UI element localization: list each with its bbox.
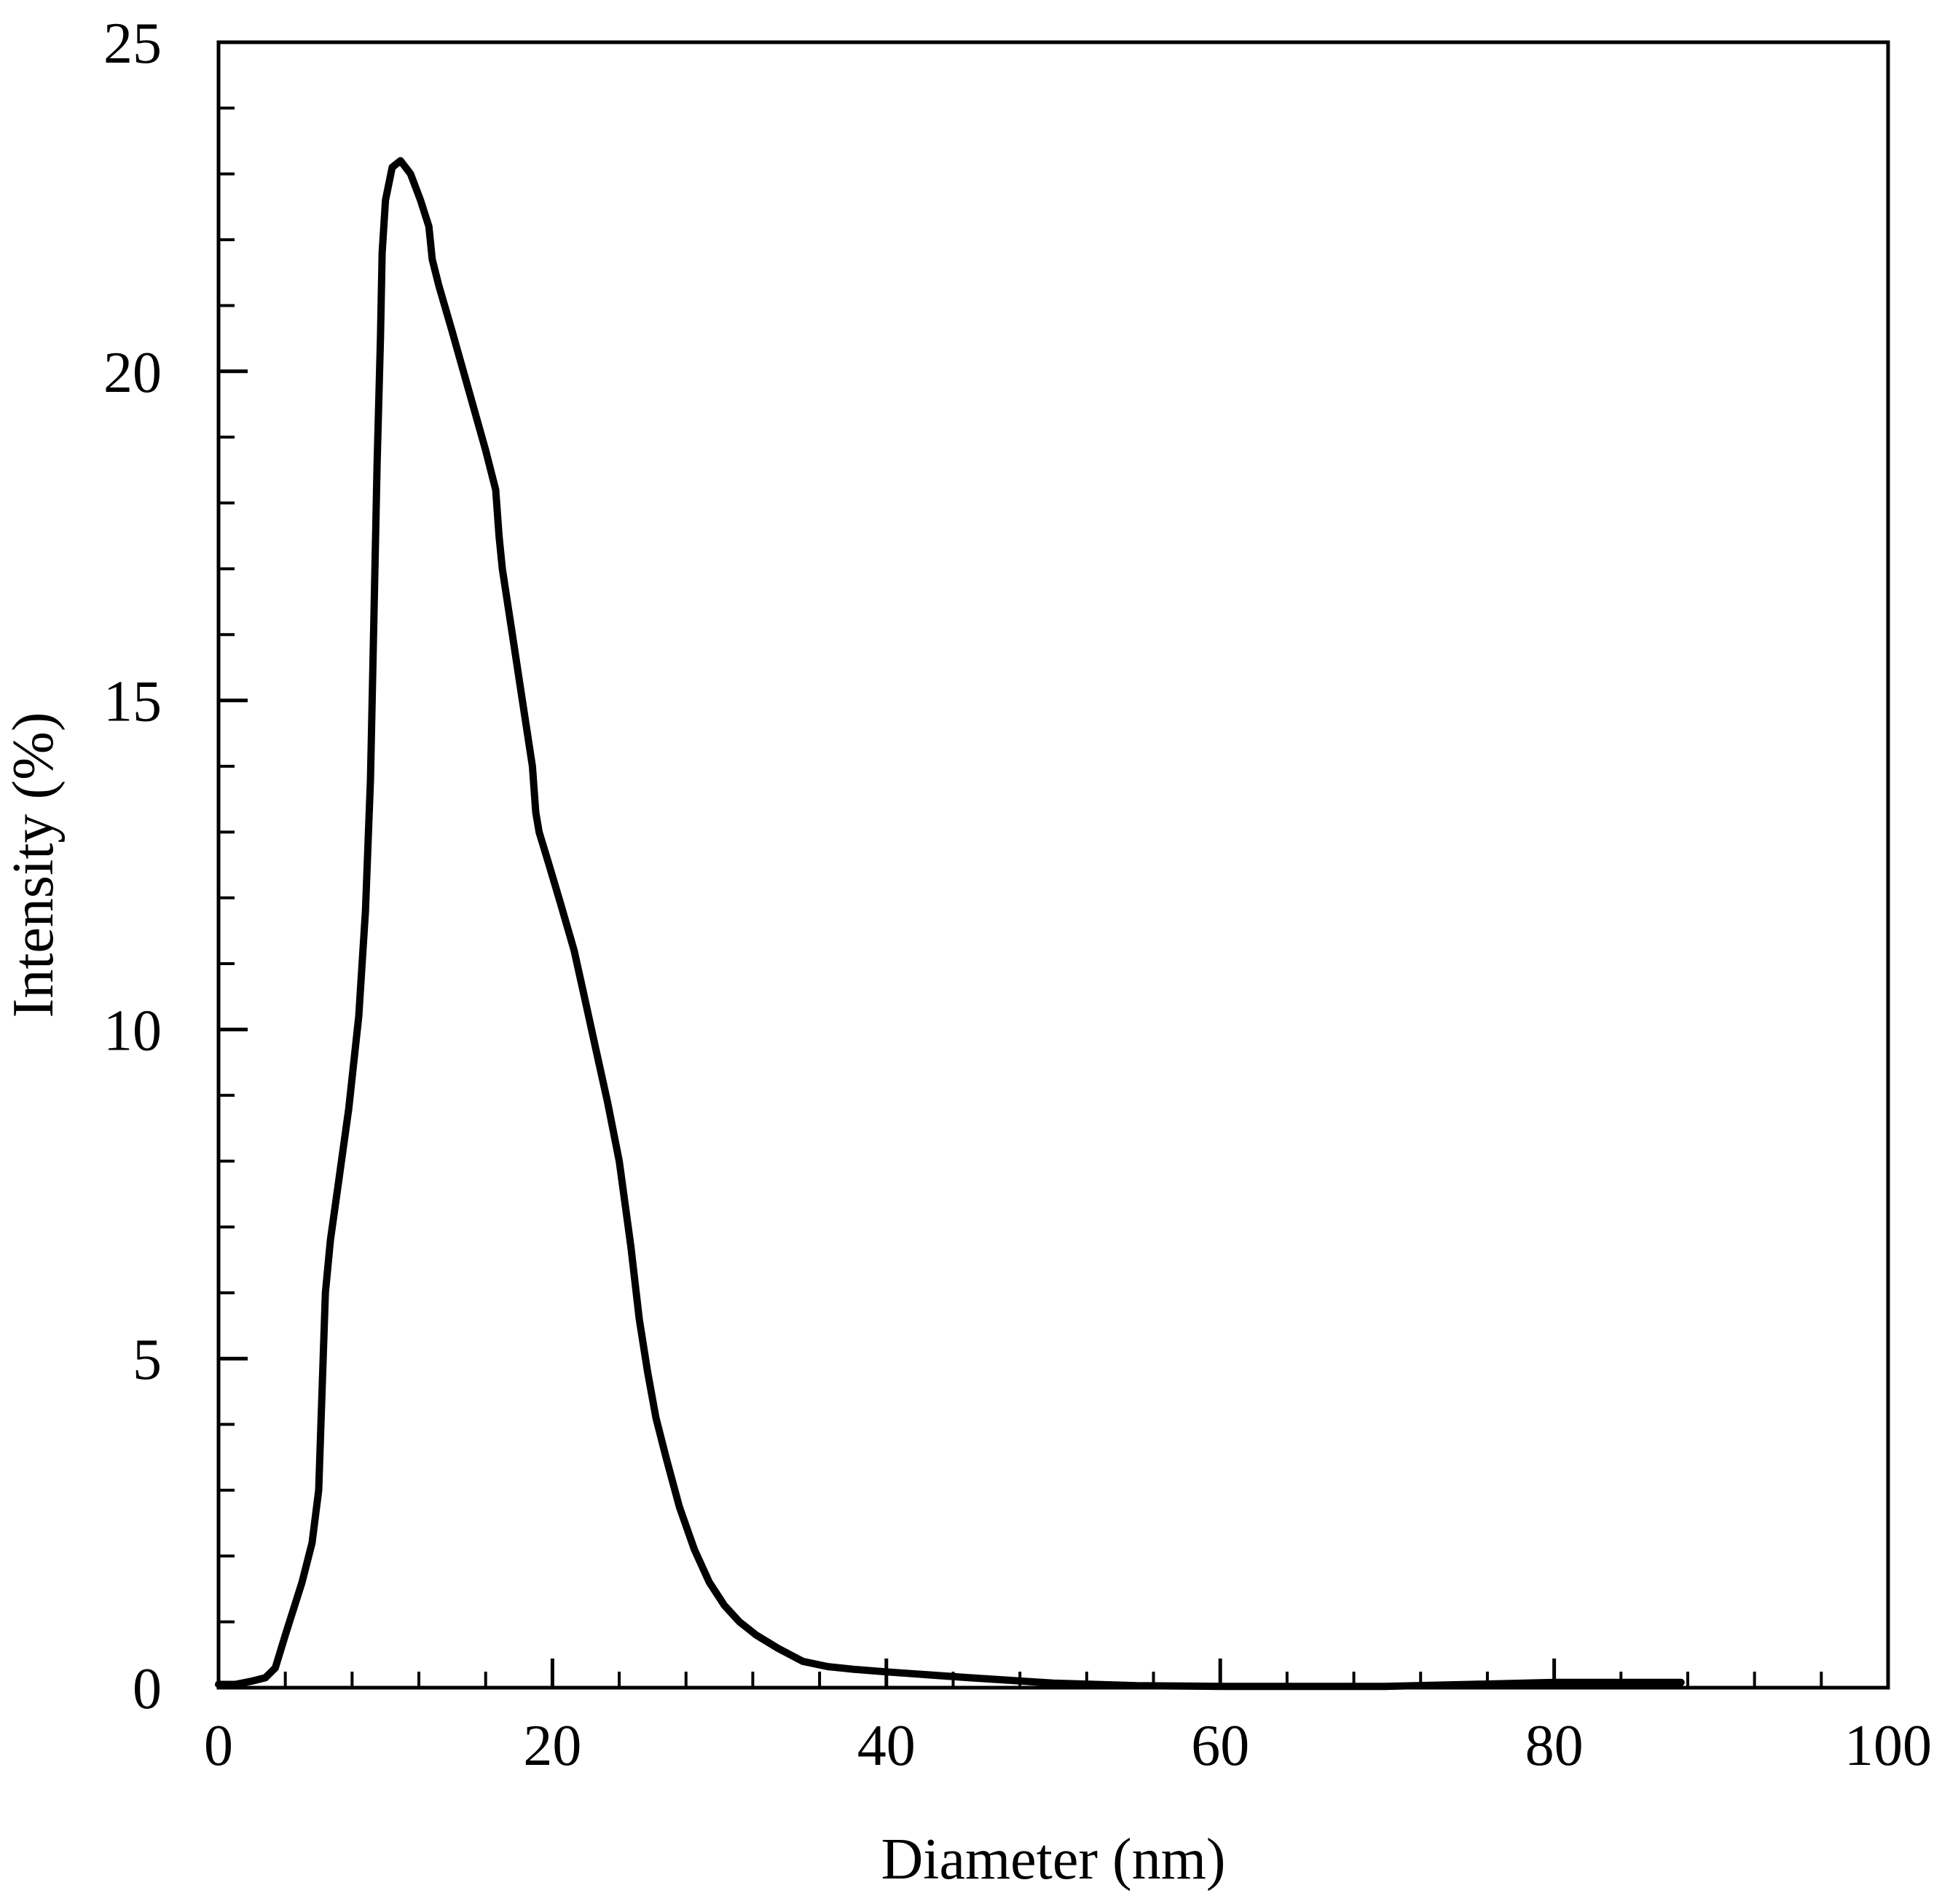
y-tick-label: 25 xyxy=(103,12,162,76)
x-tick-label: 0 xyxy=(204,1714,233,1778)
x-tick-label: 20 xyxy=(523,1714,581,1778)
y-tick-label: 0 xyxy=(133,1657,162,1721)
x-axis-label: Diameter (nm) xyxy=(881,1828,1225,1892)
y-tick-label: 15 xyxy=(103,670,162,734)
y-tick-label: 5 xyxy=(133,1328,162,1392)
x-tick-label: 60 xyxy=(1191,1714,1249,1778)
plot-frame xyxy=(216,40,1890,1690)
x-tick-label: 100 xyxy=(1844,1714,1932,1778)
x-tick-label: 80 xyxy=(1525,1714,1584,1778)
y-tick-label: 10 xyxy=(103,999,162,1063)
intensity-distribution-line xyxy=(215,157,1685,1691)
y-tick-label: 20 xyxy=(103,341,162,405)
x-tick-labels: 0 20 40 60 80 100 xyxy=(204,1714,1932,1778)
x-tick-label: 40 xyxy=(857,1714,916,1778)
major-ticks xyxy=(216,40,1890,1690)
y-axis-label: Intensity (%) xyxy=(1,712,66,1018)
y-tick-labels: 0 5 10 15 20 25 xyxy=(103,12,162,1721)
